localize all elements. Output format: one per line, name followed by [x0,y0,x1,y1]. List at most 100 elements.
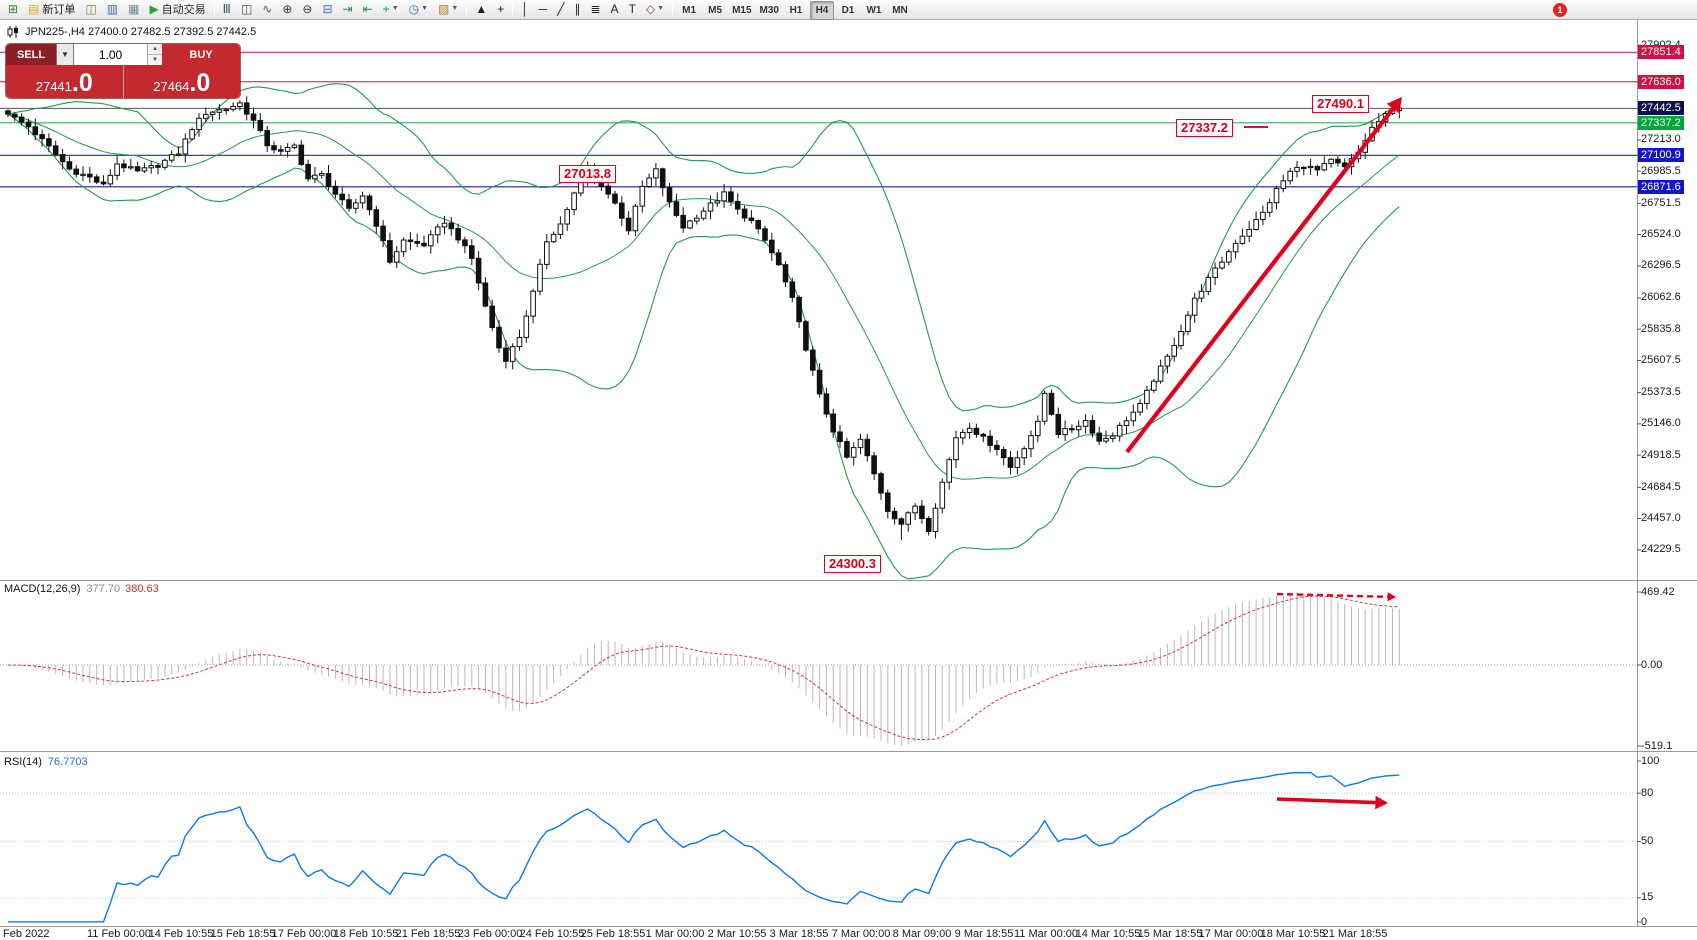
autotrading-button[interactable]: ▶ 自动交易 [145,0,209,18]
crosshair-icon[interactable]: + [493,0,508,18]
charts-profile-icon-glyph: ◫ [85,1,97,16]
price-annotation-27490.1[interactable]: 27490.1 [1312,95,1369,113]
auto-scroll-icon-glyph: ⇥ [342,1,353,16]
data-window-icon[interactable]: ▦ [124,0,143,18]
price-annotation-27013.8[interactable]: 27013.8 [559,165,616,183]
timeframe-m30-button[interactable]: M30 [759,4,779,16]
new-chart-icon-glyph: ⊞ [8,1,19,16]
cursor-icon-glyph: ▲ [475,1,488,16]
price-axis-label: 24457.0 [1641,512,1681,524]
candlestick-type-icon[interactable]: ◫ [237,0,256,18]
timeframe-m15-button[interactable]: M15 [732,4,752,16]
timeframe-h4-button[interactable]: H4 [809,0,834,20]
candles-layer [5,96,1403,540]
fibonacci-icon-glyph: ≣ [590,1,601,16]
zoom-out-icon-glyph: ⊖ [302,1,313,16]
crosshair-icon-glyph: + [497,1,505,16]
main-trend-arrowhead [1386,97,1402,114]
sell-price[interactable]: 27441.0 [6,65,123,98]
time-axis-label: 25 Feb 18:55 [580,928,646,940]
timeframe-h1-button[interactable]: H1 [789,4,803,16]
chevron-down-icon: ▼ [391,5,399,13]
timeframe-m5-button[interactable]: M5 [708,4,723,16]
time-axis-label: 15 Feb 18:55 [210,928,276,940]
timeframe-m1-button[interactable]: M1 [682,4,697,16]
bar-chart-type-icon[interactable]: Ⅲ [219,0,235,18]
vertical-line-icon-glyph: │ [521,1,529,16]
price-axis-label: 25373.5 [1641,386,1681,398]
rsi-label: RSI(14) 76.7703 [4,756,88,768]
price-badge-27100.9: 27100.9 [1638,148,1684,162]
macd-layer [0,592,1637,746]
price-axis-label: 26296.5 [1641,259,1681,271]
channel-icon[interactable]: ∥ [570,0,584,18]
notification-badge[interactable]: 1 [1553,3,1567,17]
trend-arrows-layer[interactable] [1125,97,1402,810]
zoom-in-icon[interactable]: ⊕ [278,0,296,18]
order-options-dropdown[interactable]: ▼ [56,44,74,65]
templates-glyph: ▨ [438,1,450,16]
new-order-button[interactable]: ▤ 新订单 [24,0,79,18]
fibonacci-icon[interactable]: ≣ [586,0,604,18]
periods-dropdown[interactable]: ◷ ▼ [405,0,432,18]
vertical-line-icon[interactable]: │ [517,0,533,18]
buy-price-main: 27464 [153,79,190,94]
volume-down-button[interactable]: ▼ [148,55,162,65]
market-watch-icon[interactable]: ▥ [103,0,122,18]
buy-button[interactable]: BUY [162,44,240,65]
chart-shift-icon[interactable]: ⇤ [359,0,377,18]
macd-value-main: 377.70 [86,583,121,595]
time-axis-label: 14 Feb 10:55 [148,928,214,940]
toolbar-separator [672,3,674,16]
chevron-down-icon: ▼ [421,5,429,13]
rsi-axis-label: 80 [1641,786,1654,799]
volume-input[interactable] [74,44,147,65]
trendline-icon[interactable]: ╱ [553,0,568,18]
sell-button[interactable]: SELL [6,44,56,65]
text-icon[interactable]: A [607,0,623,18]
rsi-axis-label: 100 [1641,754,1660,767]
zoom-in-icon-glyph: ⊕ [282,1,293,16]
chart-title-icon [7,26,18,38]
horizontal-line-icon[interactable]: ─ [535,0,552,18]
zoom-out-icon[interactable]: ⊖ [298,0,316,18]
time-axis-label: 23 Feb 00:00 [457,928,523,940]
rsi-trend-arrowhead [1375,795,1388,810]
chart-shift-icon-glyph: ⇤ [362,1,373,16]
templates-dropdown[interactable]: ▨ ▼ [434,0,462,18]
timeframe-w1-button[interactable]: W1 [866,4,882,16]
indicators-add-button[interactable]: + ▼ [379,0,403,18]
rsi-axis-label: 50 [1641,835,1654,847]
shapes-glyph: ◇ [645,1,656,16]
line-chart-type-icon[interactable]: ∿ [258,0,276,18]
charts-profile-icon[interactable]: ◫ [81,0,100,18]
indicators-add-glyph: + [382,1,390,16]
tile-windows-icon[interactable]: ⊟ [318,0,336,18]
rsi-layer [0,771,1637,923]
price-annotation-27337.2[interactable]: 27337.2 [1176,119,1233,137]
timeframe-d1-button[interactable]: D1 [841,4,855,16]
timeframe-mn-button[interactable]: MN [892,4,908,16]
buy-price[interactable]: 27464.0 [122,65,241,98]
cursor-icon[interactable]: ▲ [471,0,491,18]
time-axis-label: 18 Feb 10:55 [333,928,399,940]
rsi-trend-arrow[interactable] [1276,797,1376,805]
macd-trend-arrow[interactable] [1276,592,1388,598]
sell-price-main: 27441 [35,79,72,94]
text-icon-glyph: A [610,1,619,16]
toolbar-separator [213,3,215,16]
volume-up-button[interactable]: ▲ [148,44,162,55]
time-axis-label: 21 Feb 18:55 [395,928,461,940]
auto-scroll-icon[interactable]: ⇥ [339,0,357,18]
price-axis-label: 26062.6 [1641,291,1681,303]
time-axis-label: 2 Mar 10:55 [707,928,767,940]
price-badge-27337.2: 27337.2 [1638,116,1684,130]
price-annotation-24300.3[interactable]: 24300.3 [824,555,881,573]
price-badge-27636.0: 27636.0 [1638,75,1684,89]
label-icon[interactable]: T [625,0,640,18]
new-chart-icon[interactable]: ⊞ [4,0,22,18]
price-badge-27851.4: 27851.4 [1638,45,1684,59]
main-trend-arrow[interactable] [1125,107,1395,454]
shapes-dropdown[interactable]: ◇ ▼ [642,0,668,18]
